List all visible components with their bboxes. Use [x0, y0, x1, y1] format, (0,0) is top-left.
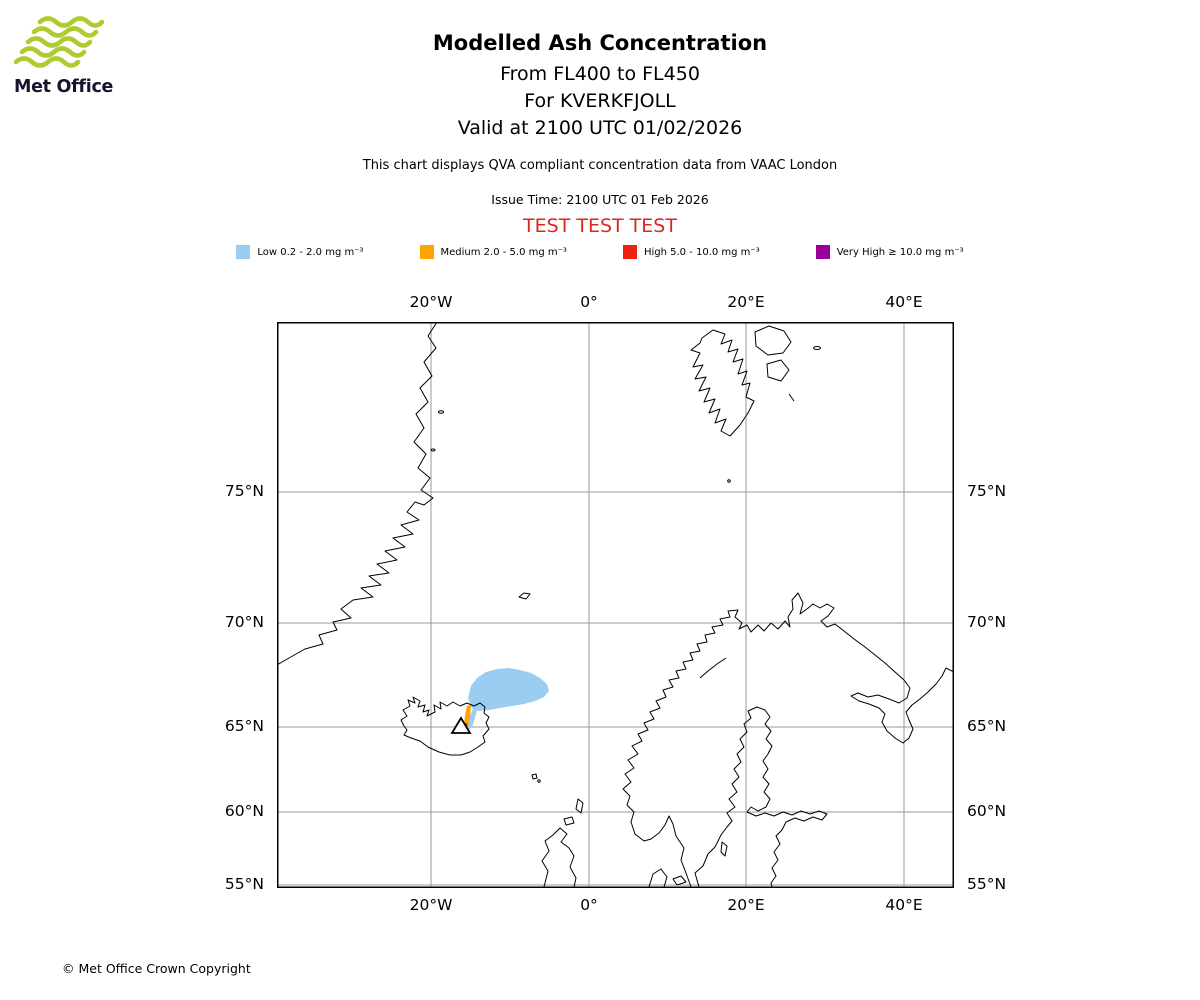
- legend-swatch-low: [236, 245, 251, 259]
- ash-medium-polygon: [464, 705, 471, 726]
- legend-label-low: Low 0.2 - 2.0 mg m⁻³: [257, 246, 364, 258]
- svalbard-hopen-islet: [788, 393, 795, 402]
- ash-concentration-map: [277, 322, 954, 888]
- coastline-scotland: [541, 827, 577, 888]
- lat-label-right-65n: 65°N: [967, 717, 1007, 735]
- lon-label-top-0: 0°: [580, 293, 598, 311]
- lon-label-bottom-20e: 20°E: [727, 896, 765, 914]
- lat-label-left-75n: 75°N: [224, 482, 264, 500]
- lon-label-bottom-20w: 20°W: [409, 896, 453, 914]
- lat-label-right-55n: 55°N: [967, 875, 1007, 893]
- bear-island: [727, 479, 731, 483]
- coastline-scandinavia-arctic: [622, 592, 954, 888]
- map-canvas: [277, 322, 954, 888]
- volcano-triangle-marker: [450, 716, 472, 734]
- lat-label-left-70n: 70°N: [224, 613, 264, 631]
- qva-description: This chart displays QVA compliant concen…: [362, 158, 838, 173]
- lat-label-left-60n: 60°N: [224, 802, 264, 820]
- faroe-islands: [531, 773, 538, 780]
- lon-label-bottom-40e: 40°E: [885, 896, 923, 914]
- coastline-iceland: [400, 696, 490, 756]
- legend-swatch-high: [622, 245, 637, 259]
- legend-label-high: High 5.0 - 10.0 mg m⁻³: [643, 246, 760, 258]
- subtitle-block: From FL400 to FL450 For KVERKFJOLL Valid…: [0, 61, 1200, 142]
- greenland-islet: [438, 410, 444, 414]
- met-office-logo-waves: [13, 16, 105, 68]
- lon-label-bottom-0: 0°: [580, 896, 598, 914]
- subtitle-flight-levels: From FL400 to FL450: [500, 63, 700, 85]
- lat-label-left-55n: 55°N: [224, 875, 264, 893]
- lat-label-right-75n: 75°N: [967, 482, 1007, 500]
- coastline-baltic: [694, 706, 828, 888]
- ash-cloud-layer: [464, 668, 549, 731]
- met-office-logo-text: Met Office: [14, 77, 114, 97]
- ash-low-polygon: [468, 668, 549, 711]
- graticule: [277, 322, 954, 887]
- coastline-greenland: [277, 322, 438, 666]
- faroe-islet: [537, 779, 541, 783]
- coastline-svalbard-edgeoya: [766, 359, 790, 382]
- legend: Low 0.2 - 2.0 mg m⁻³ Medium 2.0 - 5.0 mg…: [0, 245, 1200, 259]
- legend-swatch-very-high: [815, 245, 830, 259]
- met-office-logo: Met Office: [13, 16, 124, 97]
- legend-label-very-high: Very High ≥ 10.0 mg m⁻³: [836, 246, 964, 258]
- test-banner: TEST TEST TEST: [523, 215, 677, 237]
- issue-time: Issue Time: 2100 UTC 01 Feb 2026: [491, 192, 709, 207]
- lon-label-top-20w: 20°W: [409, 293, 453, 311]
- legend-item-low: Low 0.2 - 2.0 mg m⁻³: [236, 245, 364, 259]
- greenland-islet: [430, 448, 436, 452]
- svalbard-islet: [813, 346, 821, 350]
- legend-swatch-medium: [419, 245, 434, 259]
- orkney-islands: [563, 816, 575, 826]
- coastlines: [277, 322, 954, 888]
- subtitle-valid-time: Valid at 2100 UTC 01/02/2026: [457, 117, 743, 139]
- lofoten-islands: [699, 657, 727, 679]
- page-title: Modelled Ash Concentration: [432, 31, 768, 55]
- legend-item-very-high: Very High ≥ 10.0 mg m⁻³: [815, 245, 964, 259]
- lat-label-right-60n: 60°N: [967, 802, 1007, 820]
- lat-label-left-65n: 65°N: [224, 717, 264, 735]
- jan-mayen-island: [518, 592, 531, 600]
- lon-label-top-20e: 20°E: [727, 293, 765, 311]
- subtitle-volcano: For KVERKFJOLL: [524, 90, 676, 112]
- denmark-islet: [672, 875, 687, 886]
- lon-label-top-40e: 40°E: [885, 293, 923, 311]
- legend-item-medium: Medium 2.0 - 5.0 mg m⁻³: [419, 245, 567, 259]
- legend-item-high: High 5.0 - 10.0 mg m⁻³: [622, 245, 760, 259]
- coastline-denmark: [648, 868, 668, 888]
- legend-label-medium: Medium 2.0 - 5.0 mg m⁻³: [440, 246, 567, 258]
- lat-label-right-70n: 70°N: [967, 613, 1007, 631]
- map-border: [277, 322, 954, 888]
- ash-low-streak: [466, 707, 478, 731]
- gotland-island: [720, 841, 728, 857]
- coastline-svalbard-nordaustlandet: [754, 325, 792, 356]
- shetland-islands: [575, 798, 584, 814]
- copyright-notice: © Met Office Crown Copyright: [62, 961, 251, 976]
- coastline-svalbard-spitsbergen: [690, 329, 755, 437]
